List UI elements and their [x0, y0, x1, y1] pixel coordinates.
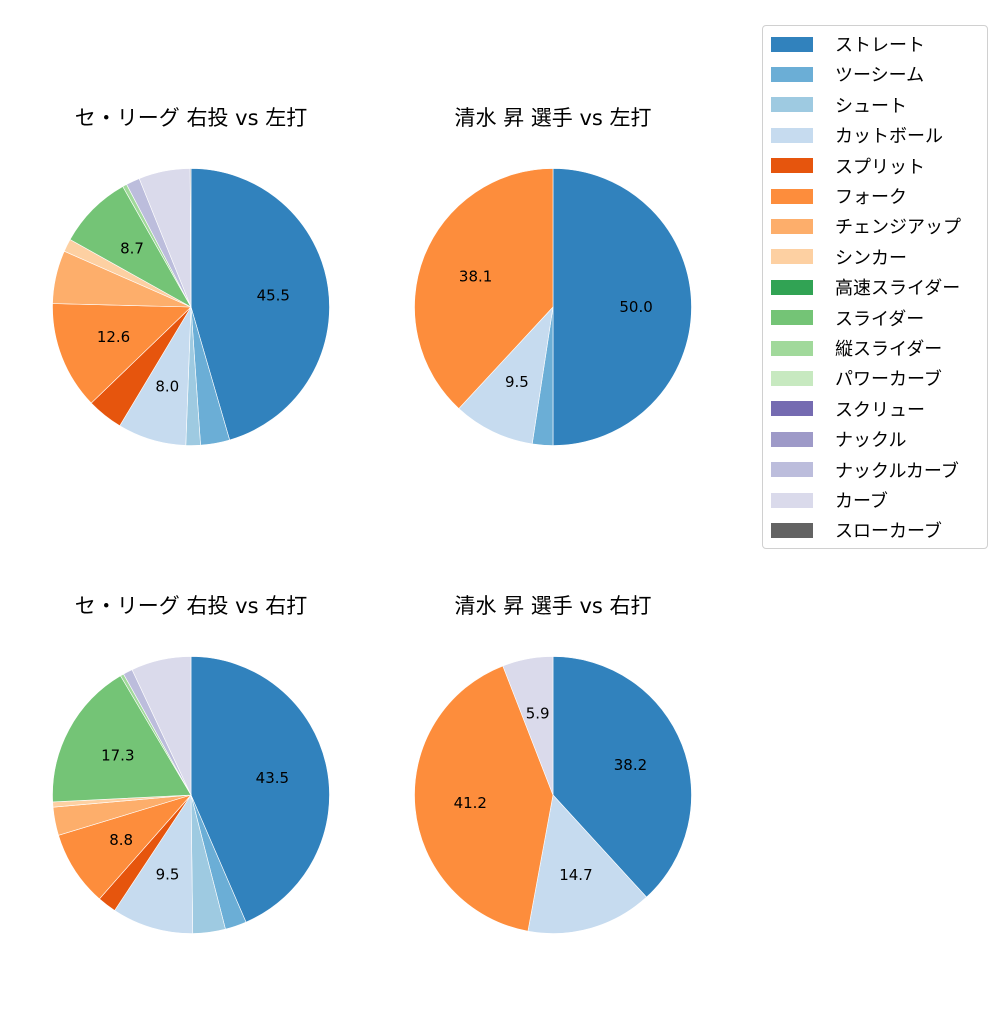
legend-item: ナックル — [771, 424, 906, 454]
slice-value-label: 45.5 — [257, 286, 290, 304]
pie-slice — [552, 656, 692, 898]
legend-label: ストレート — [835, 35, 925, 56]
legend-swatch — [771, 310, 813, 326]
legend-label: フォーク — [835, 187, 907, 208]
pie-chart: 45.5 8.0 12.6 8.7 — [52, 168, 330, 446]
legend-swatch — [771, 218, 813, 234]
pie-slice — [114, 794, 194, 934]
legend-swatch — [771, 279, 813, 295]
legend-swatch — [771, 127, 813, 143]
legend-label: 高速スライダー — [835, 278, 961, 300]
pie-slice — [52, 303, 192, 404]
legend-item: カットボール — [771, 120, 943, 150]
legend-swatch — [771, 97, 813, 113]
slice-value-label: 9.5 — [156, 866, 180, 884]
pie-slice — [189, 168, 192, 308]
pie-slice — [414, 665, 554, 932]
legend-item: スクリュー — [771, 394, 925, 424]
legend-swatch — [771, 340, 813, 356]
pie-chart: 38.2 14.7 41.2 5.9 — [414, 656, 692, 934]
legend-item: 高速スライダー — [771, 272, 960, 302]
legend-swatch — [771, 249, 813, 265]
legend-item: スプリット — [771, 151, 925, 181]
legend-label: スプリット — [835, 156, 925, 178]
slice-value-label: 50.0 — [619, 298, 652, 316]
legend-label: カットボール — [835, 126, 943, 148]
legend-label: パワーカーブ — [835, 369, 942, 391]
legend-item: ストレート — [771, 29, 925, 59]
slice-value-label: 9.5 — [505, 373, 529, 391]
chart-title: セ・リーグ 右投 vs 左打 — [74, 106, 308, 130]
legend-label: ツーシーム — [835, 65, 925, 87]
slice-value-label: 8.8 — [109, 831, 133, 849]
slice-value-label: 14.7 — [559, 866, 592, 884]
legend-item: スローカーブ — [771, 515, 942, 545]
pie-panel-league-vs-left: セ・リーグ 右投 vs 左打 45.5 8.0 12.6 8.7 — [11, 102, 371, 532]
pie-chart: 43.5 9.5 8.8 17.3 — [52, 656, 330, 934]
legend: ストレートツーシームシュートカットボール スプリットフォークチェンジアップ シンカー… — [762, 25, 988, 549]
slice-value-label: 17.3 — [101, 747, 134, 765]
slice-value-label: 12.6 — [97, 328, 130, 346]
slice-value-label: 38.1 — [459, 268, 492, 286]
legend-item: スライダー — [771, 303, 924, 333]
legend-item: カーブ — [771, 485, 888, 515]
slice-value-label: 43.5 — [256, 769, 289, 787]
slice-value-label: 8.0 — [155, 378, 179, 396]
legend-swatch — [771, 370, 813, 386]
slice-value-label: 41.2 — [454, 794, 487, 812]
legend-label: ナックルカーブ — [835, 460, 959, 482]
pie-slice — [190, 656, 330, 923]
legend-swatch — [771, 462, 813, 478]
legend-swatch — [771, 401, 813, 417]
pie-panel-pitcher-vs-left: 清水 昇 選手 vs 左打 50.0 9.5 38.1 — [373, 102, 733, 532]
pie-panel-league-vs-right: セ・リーグ 右投 vs 右打 43.5 9.5 8.8 17.3 — [11, 590, 371, 1020]
legend-item: ナックルカーブ — [771, 455, 959, 485]
legend-label: スクリュー — [835, 399, 925, 421]
legend-swatch — [771, 36, 813, 52]
pie-slice — [458, 306, 554, 445]
legend-label: 縦スライダー — [835, 339, 943, 360]
pie-slice — [527, 794, 647, 934]
legend-label: カーブ — [835, 491, 888, 512]
legend-swatch — [771, 158, 813, 174]
legend-swatch — [771, 66, 813, 82]
legend-item: パワーカーブ — [771, 363, 942, 393]
legend-swatch — [771, 431, 813, 447]
legend-label: ナックル — [835, 430, 907, 452]
legend-item: シュート — [771, 90, 907, 120]
legend-label: シンカー — [835, 247, 907, 269]
legend-item: 縦スライダー — [771, 333, 942, 363]
legend-label: スライダー — [835, 308, 925, 330]
legend-item: チェンジアップ — [771, 211, 961, 241]
legend-label: シュート — [835, 95, 907, 117]
chart-title: 清水 昇 選手 vs 左打 — [454, 106, 652, 130]
legend-item: シンカー — [771, 242, 907, 272]
pie-panel-pitcher-vs-right: 清水 昇 選手 vs 右打 38.2 14.7 41.2 5.9 — [373, 590, 733, 1020]
legend-label: スローカーブ — [835, 521, 942, 543]
pie-slice — [414, 168, 554, 409]
pie-slice — [131, 656, 192, 796]
legend-item: ツーシーム — [771, 59, 924, 89]
slice-value-label: 38.2 — [614, 756, 647, 774]
pie-slice — [190, 168, 330, 441]
legend-swatch — [771, 188, 813, 204]
chart-title: セ・リーグ 右投 vs 右打 — [74, 594, 308, 618]
pie-slice — [52, 675, 192, 803]
pie-slice — [502, 656, 554, 796]
slice-value-label: 8.7 — [120, 239, 144, 257]
legend-label: チェンジアップ — [835, 217, 961, 239]
legend-swatch — [771, 492, 813, 508]
pie-slice — [552, 168, 692, 446]
slice-value-label: 5.9 — [526, 704, 550, 722]
legend-swatch — [771, 522, 813, 538]
chart-title: 清水 昇 選手 vs 右打 — [454, 594, 652, 618]
legend-item: フォーク — [771, 181, 907, 211]
pie-chart: 50.0 9.5 38.1 — [414, 168, 692, 446]
